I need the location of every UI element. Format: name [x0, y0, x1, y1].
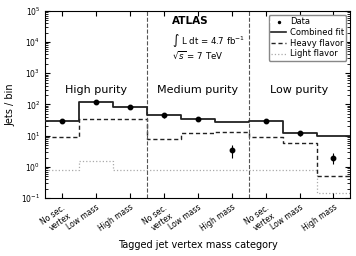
Text: Medium purity: Medium purity — [157, 84, 238, 94]
Text: Low purity: Low purity — [271, 84, 329, 94]
Y-axis label: Jets / bin: Jets / bin — [6, 83, 16, 126]
Legend: Data, Combined fit, Heavy flavor, Light flavor: Data, Combined fit, Heavy flavor, Light … — [269, 15, 346, 61]
Text: ATLAS: ATLAS — [172, 16, 209, 26]
Text: $\int$ L dt = 4.7 fb$^{-1}$: $\int$ L dt = 4.7 fb$^{-1}$ — [172, 32, 245, 49]
Text: $\sqrt{s}$ = 7 TeV: $\sqrt{s}$ = 7 TeV — [172, 49, 223, 61]
Text: High purity: High purity — [65, 84, 127, 94]
X-axis label: Tagged jet vertex mass category: Tagged jet vertex mass category — [118, 240, 278, 250]
